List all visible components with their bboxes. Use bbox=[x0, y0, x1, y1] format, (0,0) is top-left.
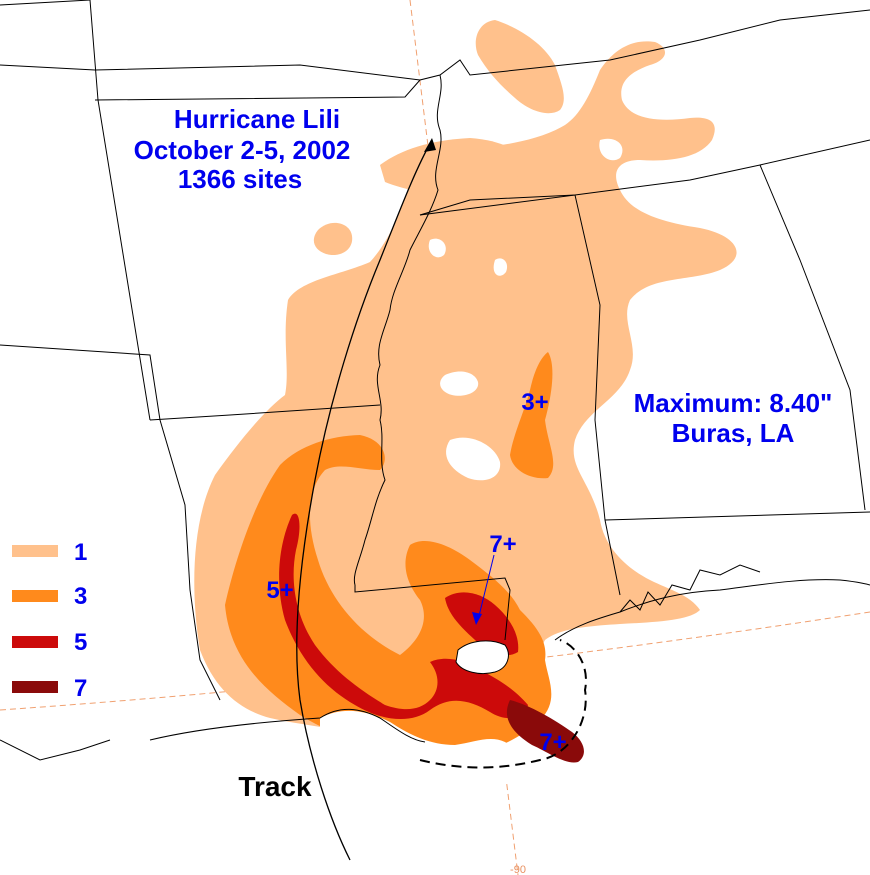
la-ms-border bbox=[354, 577, 511, 641]
ok-ar-border bbox=[89, 0, 151, 421]
hurricane-track bbox=[296, 139, 433, 861]
rainfall-band-1 bbox=[194, 20, 737, 746]
contour-label-3-plus: 3+ bbox=[521, 389, 548, 416]
legend-label-5: 5 bbox=[74, 629, 87, 656]
tx-la-border bbox=[0, 344, 221, 701]
legend-swatch-5 bbox=[12, 636, 58, 648]
mississippi-river bbox=[353, 74, 442, 586]
al-coast-bays bbox=[619, 564, 761, 613]
band-1-hole-b bbox=[446, 437, 501, 481]
lake-pontchartrain bbox=[455, 640, 509, 675]
legend-swatch-1 bbox=[12, 545, 58, 557]
legend-label-1: 1 bbox=[74, 539, 87, 566]
band-1-hole-a bbox=[440, 371, 479, 396]
contour-label-7-plus-north: 7+ bbox=[489, 531, 516, 558]
ar-mo-border bbox=[94, 9, 870, 101]
longitude-tick-label: -90 bbox=[510, 864, 526, 875]
title-line-1: Hurricane Lili bbox=[174, 104, 340, 134]
gulf-coastline-east bbox=[554, 579, 870, 641]
contour-label-7-plus-south: 7+ bbox=[539, 729, 566, 756]
coastline bbox=[149, 564, 870, 769]
maximum-line-2: Buras, LA bbox=[672, 418, 795, 448]
legend-label-7: 7 bbox=[74, 675, 87, 702]
tn-ms-border bbox=[419, 139, 870, 216]
water-bodies bbox=[320, 640, 574, 782]
legend-label-3: 3 bbox=[74, 583, 87, 610]
seven-plus-pointer-head bbox=[472, 612, 482, 625]
legend-swatch-3 bbox=[12, 590, 58, 602]
state-boundaries bbox=[0, 0, 870, 761]
contour-label-5-plus: 5+ bbox=[266, 577, 293, 604]
title-line-3: 1366 sites bbox=[178, 164, 302, 194]
gulf-coastline-west bbox=[149, 708, 426, 743]
band-1-hole-d bbox=[428, 238, 446, 258]
title-line-2: October 2-5, 2002 bbox=[134, 135, 351, 165]
band-5-lake-ring bbox=[445, 592, 519, 656]
ms-al-border bbox=[419, 194, 621, 596]
maximum-line-1: Maximum: 8.40" bbox=[634, 388, 833, 418]
legend-swatch-7 bbox=[12, 681, 58, 693]
band-1-hole-e bbox=[599, 138, 623, 161]
legend: 1 3 5 7 bbox=[12, 539, 87, 702]
mx-border bbox=[0, 739, 111, 761]
tx-ok-border bbox=[0, 0, 421, 81]
band-1-north-arm bbox=[475, 20, 564, 114]
track-label: Track bbox=[238, 771, 312, 802]
al-ga-border bbox=[759, 164, 866, 511]
band-3-hole bbox=[349, 473, 367, 500]
band-1-hole-c bbox=[493, 258, 508, 276]
delta-dashed-coast bbox=[419, 639, 587, 769]
band-1-west-blob bbox=[313, 222, 353, 256]
seven-plus-pointer bbox=[477, 554, 495, 621]
ar-la-border bbox=[149, 404, 381, 421]
track-arrowhead bbox=[424, 138, 436, 152]
gulf-coast-water bbox=[320, 710, 574, 782]
band-3-east-arm bbox=[510, 352, 554, 479]
band-1-north-fill bbox=[380, 138, 530, 195]
al-fl-border bbox=[604, 511, 870, 521]
